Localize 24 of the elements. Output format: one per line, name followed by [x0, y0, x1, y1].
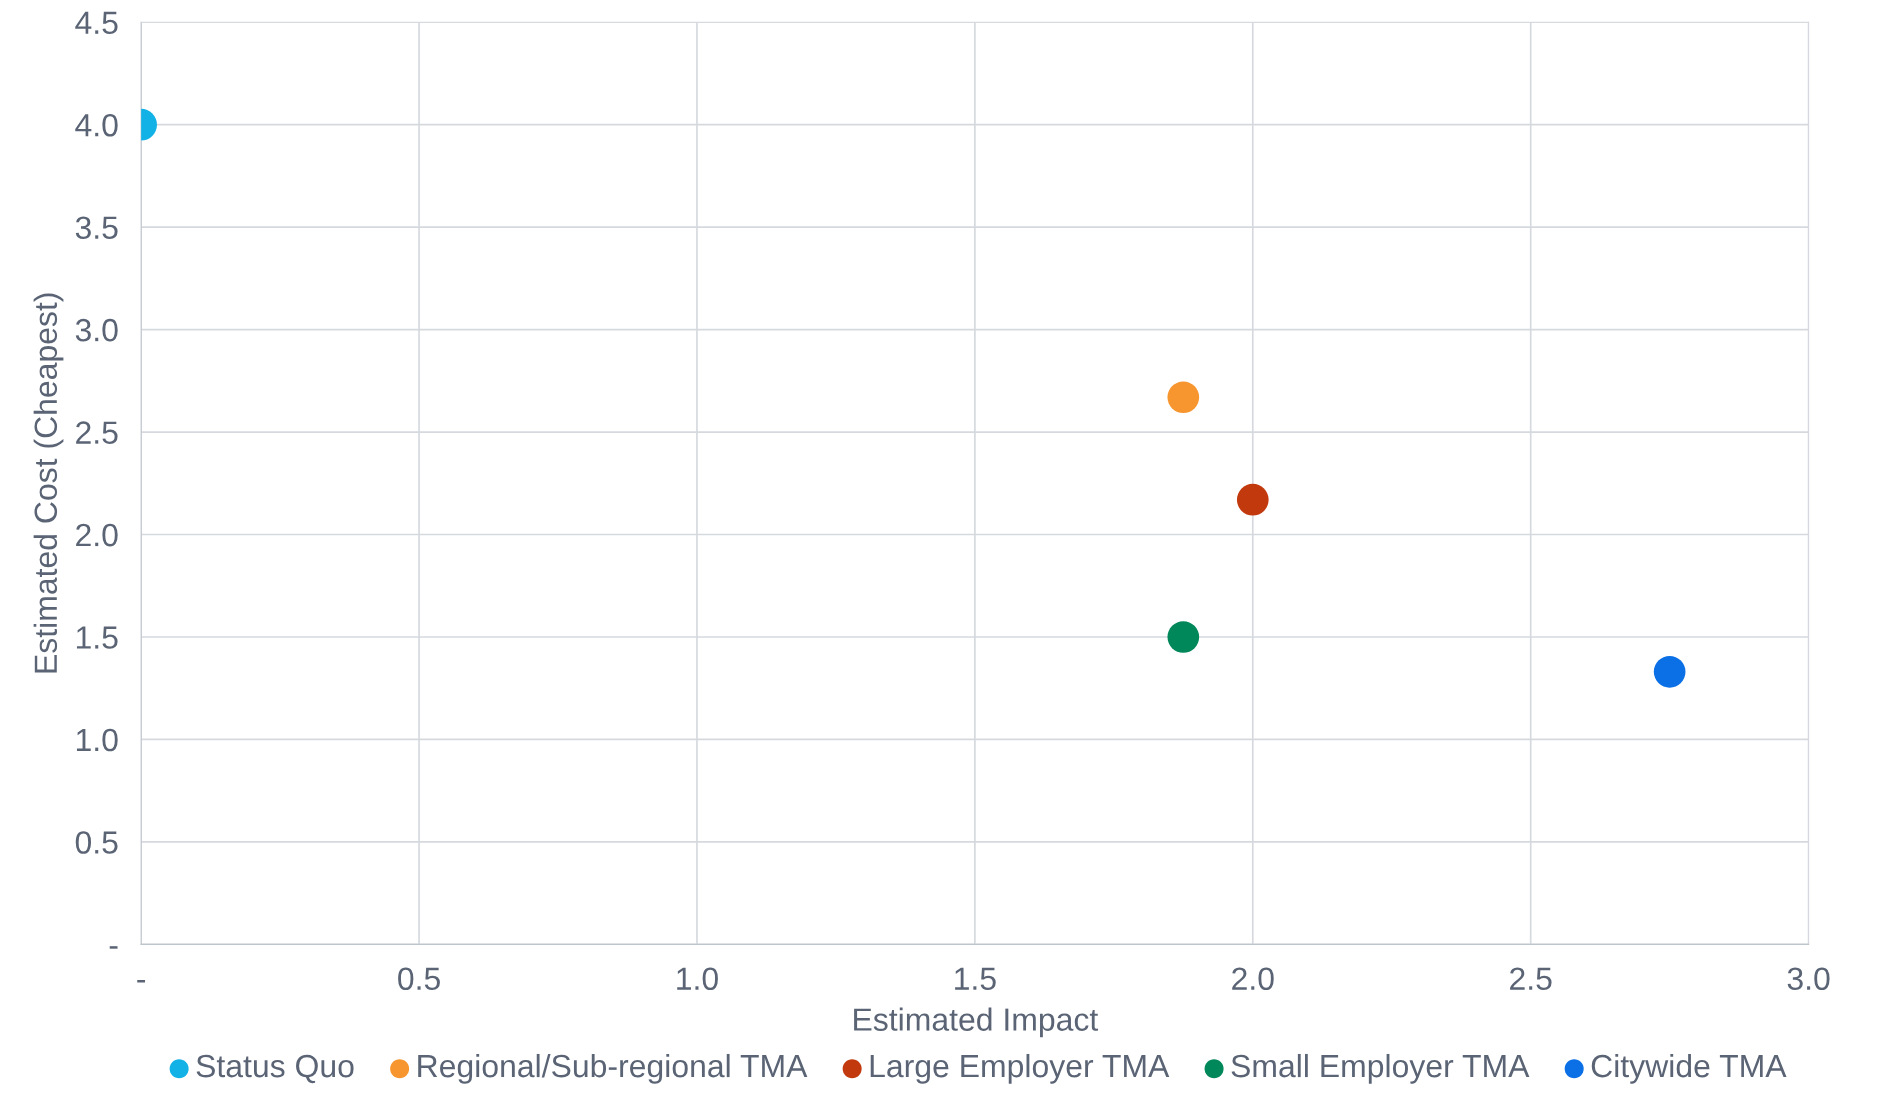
y-tick-label: - — [109, 946, 118, 949]
x-tick-label: 2.0 — [1232, 967, 1274, 991]
legend-label: Regional/Sub-regional TMA — [418, 1053, 808, 1084]
y-tick-label: 3.5 — [75, 216, 118, 240]
legend-label: Small Employer TMA — [1231, 1053, 1530, 1084]
x-tick-label: 1.0 — [677, 967, 718, 991]
x-tick-label: 3.0 — [1787, 967, 1830, 991]
legend-label: Status Quo — [196, 1054, 354, 1084]
y-tick-label: 4.5 — [75, 11, 118, 35]
y-tick-label: 3.0 — [75, 318, 118, 342]
y-tick-label: 2.0 — [76, 523, 118, 547]
y-tick-label: 1.0 — [76, 728, 118, 752]
x-axis-title: Estimated Impact — [854, 1007, 1099, 1038]
y-tick-label: 4.0 — [75, 113, 118, 137]
x-tick-label: - — [137, 979, 146, 983]
x-tick-label: 2.5 — [1510, 967, 1552, 991]
y-tick-label: 1.5 — [76, 626, 118, 649]
x-tick-label: 0.5 — [398, 967, 440, 991]
legend-label: Citywide TMA — [1591, 1053, 1787, 1084]
y-tick-label: 2.5 — [76, 421, 118, 444]
y-axis-title: Estimated Cost (Cheapest) — [33, 293, 64, 673]
y-tick-label: 0.5 — [75, 831, 118, 854]
x-tick-label: 1.5 — [955, 967, 996, 991]
legend-label: Large Employer TMA — [870, 1053, 1170, 1084]
